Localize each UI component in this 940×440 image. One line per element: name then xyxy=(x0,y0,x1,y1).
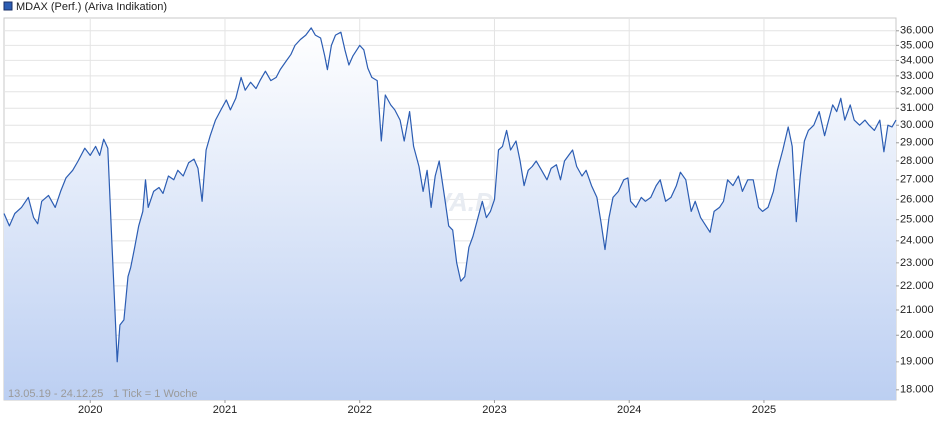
x-tick-label: 2020 xyxy=(78,404,102,416)
y-tick-label: 36.000 xyxy=(900,25,934,37)
y-tick-label: 18.000 xyxy=(900,384,934,396)
y-tick-label: 24.000 xyxy=(900,235,934,247)
y-tick-label: 28.000 xyxy=(900,155,934,167)
date-range: 13.05.19 - 24.12.25 xyxy=(8,388,103,400)
y-tick-label: 35.000 xyxy=(900,39,934,51)
axes: 18.000 19.000 20.000 21.000 22.000 23.000 24.0… xyxy=(78,25,934,416)
y-tick-label: 29.000 xyxy=(900,137,934,149)
area xyxy=(4,27,896,401)
y-tick-label: 25.000 xyxy=(900,214,934,226)
legend-swatch xyxy=(3,1,13,11)
legend-label: MDAX (Perf.) (Ariva Indikation) xyxy=(16,1,167,13)
line xyxy=(3,27,897,363)
tick-note: 1 Tick = 1 Woche xyxy=(113,388,197,400)
y-tick-label: 27.000 xyxy=(900,174,934,186)
y-tick-label: 21.000 xyxy=(900,304,934,316)
y-tick-label: 31.000 xyxy=(900,102,934,114)
y-tick-label: 22.000 xyxy=(900,280,934,292)
y-tick-label: 19.000 xyxy=(900,356,934,368)
y-tick-label: 20.000 xyxy=(900,329,934,341)
x-tick-label: 2022 xyxy=(347,404,371,416)
x-tick-label: 2021 xyxy=(213,404,237,416)
x-tick-label: 2023 xyxy=(482,404,506,416)
y-tick-label: 26.000 xyxy=(900,193,934,205)
y-tick-label: 32.000 xyxy=(900,86,934,98)
y-tick-label: 30.000 xyxy=(900,119,934,131)
x-tick-label: 2024 xyxy=(617,404,641,416)
plot xyxy=(3,27,897,401)
y-tick-label: 23.000 xyxy=(900,257,934,269)
x-tick-label: 2025 xyxy=(752,404,776,416)
y-tick-label: 33.000 xyxy=(900,70,934,82)
y-tick-label: 34.000 xyxy=(900,54,934,66)
